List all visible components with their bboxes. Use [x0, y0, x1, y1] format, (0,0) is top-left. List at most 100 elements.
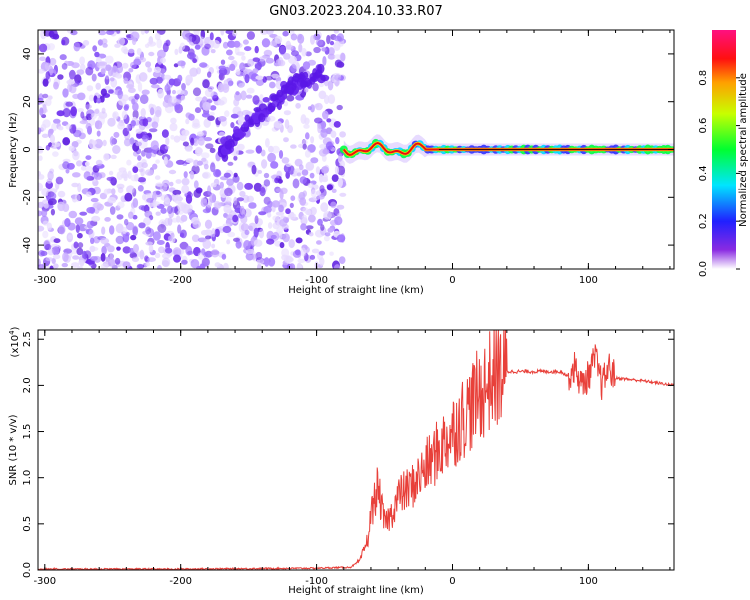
noise-speck: [252, 68, 259, 74]
noise-speck: [107, 197, 117, 204]
noise-speck: [307, 144, 316, 153]
noise-speck: [152, 199, 157, 208]
noise-speck: [94, 138, 103, 149]
noise-speck: [76, 247, 84, 256]
noise-speck: [149, 128, 158, 133]
noise-speck: [241, 109, 251, 116]
noise-speck: [294, 158, 303, 167]
noise-speck: [155, 211, 161, 216]
noise-speck: [297, 258, 306, 263]
noise-speck: [123, 77, 129, 84]
noise-speck: [227, 40, 236, 48]
noise-speck: [340, 52, 346, 62]
noise-speck: [283, 101, 289, 107]
noise-speck: [233, 155, 238, 161]
noise-speck: [320, 224, 325, 231]
noise-speck: [154, 252, 161, 259]
noise-speck: [62, 108, 71, 118]
noise-speck: [331, 188, 337, 193]
noise-speck: [222, 83, 230, 93]
noise-speck: [79, 120, 89, 125]
noise-speck: [202, 79, 210, 89]
noise-speck: [235, 240, 242, 249]
streak-speck: [253, 107, 261, 113]
noise-speck: [52, 246, 60, 256]
noise-speck: [65, 169, 70, 174]
noise-speck: [128, 48, 135, 54]
noise-speck: [313, 33, 321, 41]
noise-speck: [77, 232, 83, 239]
noise-speck: [73, 241, 79, 249]
noise-speck: [192, 220, 201, 229]
noise-speck: [321, 47, 327, 52]
noise-speck: [145, 241, 154, 246]
noise-speck: [61, 262, 68, 268]
noise-speck: [201, 197, 208, 204]
noise-speck: [323, 211, 332, 220]
noise-speck: [88, 229, 95, 239]
noise-speck: [181, 83, 186, 91]
noise-speck: [277, 178, 283, 184]
noise-speck: [322, 148, 330, 155]
noise-speck: [177, 74, 183, 83]
noise-speck: [170, 117, 177, 124]
noise-speck: [107, 245, 115, 253]
noise-speck: [44, 62, 52, 71]
streak-speck: [294, 73, 304, 79]
noise-speck: [174, 48, 179, 56]
noise-speck: [339, 192, 347, 197]
noise-speck: [52, 263, 59, 269]
noise-speck: [109, 253, 114, 260]
noise-speck: [310, 136, 315, 144]
noise-speck: [267, 212, 272, 218]
noise-speck: [265, 138, 270, 148]
noise-speck: [227, 161, 234, 166]
noise-speck: [51, 142, 61, 148]
noise-speck: [330, 201, 337, 209]
y-tick-label: 0.0: [22, 562, 33, 578]
noise-speck: [226, 178, 235, 186]
noise-speck: [220, 59, 226, 65]
noise-speck: [138, 222, 146, 229]
noise-speck: [68, 145, 75, 152]
snr-exponent-label: (x104): [8, 326, 21, 357]
noise-speck: [173, 63, 179, 68]
noise-speck: [181, 259, 188, 265]
noise-speck: [324, 232, 331, 237]
noise-speck: [59, 54, 67, 61]
noise-speck: [207, 71, 212, 78]
noise-speck: [165, 136, 170, 146]
noise-speck: [88, 94, 95, 102]
noise-speck: [52, 254, 61, 260]
noise-speck: [295, 102, 301, 109]
noise-speck: [93, 255, 101, 263]
noise-speck: [296, 172, 302, 177]
noise-speck: [42, 78, 49, 87]
noise-speck: [301, 169, 309, 176]
noise-speck: [207, 185, 212, 196]
noise-speck: [188, 113, 195, 121]
noise-speck: [210, 249, 220, 258]
noise-speck: [108, 258, 116, 267]
noise-speck: [94, 109, 100, 114]
noise-speck: [128, 67, 134, 73]
noise-speck: [261, 159, 268, 169]
noise-speck: [269, 81, 276, 89]
streak-speck: [237, 128, 243, 138]
noise-speck: [150, 84, 160, 89]
noise-speck: [145, 61, 152, 68]
noise-speck: [76, 160, 83, 167]
noise-speck: [68, 210, 78, 219]
noise-speck: [132, 226, 138, 237]
noise-speck: [40, 123, 47, 131]
noise-speck: [323, 94, 330, 105]
noise-speck: [177, 224, 182, 234]
noise-speck: [232, 174, 240, 183]
noise-speck: [283, 53, 291, 60]
noise-speck: [283, 110, 291, 116]
noise-speck: [117, 122, 125, 130]
noise-speck: [189, 170, 195, 180]
noise-speck: [38, 210, 43, 217]
noise-speck: [108, 89, 114, 94]
noise-speck: [187, 250, 194, 255]
